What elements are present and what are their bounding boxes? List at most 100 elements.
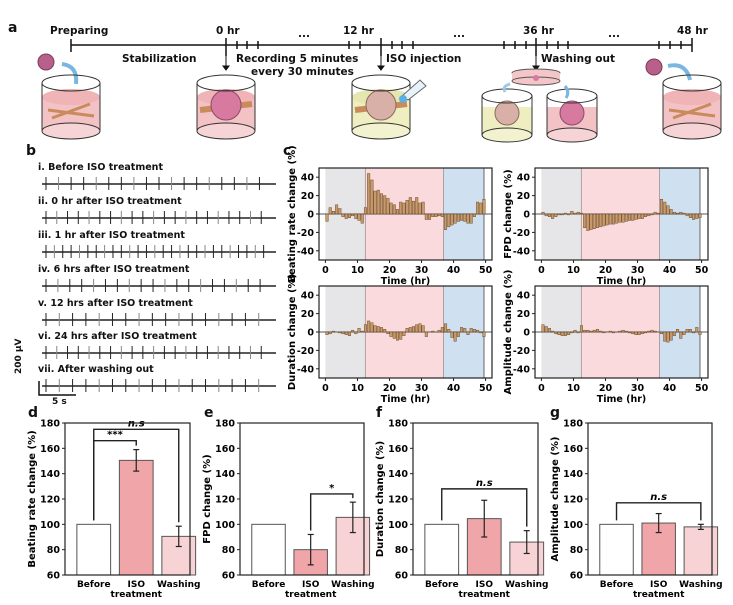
y-tick-label: 100 xyxy=(563,520,583,531)
panel-label-c: c xyxy=(283,143,292,159)
data-bar xyxy=(370,179,374,215)
timeline-marker-12hr: 12 hr xyxy=(343,25,374,37)
data-bar xyxy=(469,328,473,333)
y-tick-label: -20 xyxy=(513,346,531,357)
data-bar xyxy=(644,331,648,334)
data-bar xyxy=(354,331,358,335)
data-bar xyxy=(579,212,583,215)
data-bar xyxy=(640,213,644,219)
data-bar xyxy=(456,331,460,337)
y-tick-label: 140 xyxy=(40,469,60,480)
y-tick-label: 160 xyxy=(388,444,408,455)
data-bar xyxy=(541,324,545,333)
y-tick-label: 40 xyxy=(301,173,315,184)
data-bar xyxy=(482,331,486,337)
data-bar xyxy=(408,327,412,333)
data-bar xyxy=(338,331,342,334)
data-bar xyxy=(376,189,380,215)
significance-label: n.s xyxy=(128,418,145,429)
data-bar xyxy=(424,213,428,220)
panel-label-d: d xyxy=(28,405,39,421)
data-bar xyxy=(589,213,593,230)
y-tick-label: 0 xyxy=(307,328,314,339)
x-tick-label: 30 xyxy=(415,383,429,394)
y-tick-label: 20 xyxy=(301,309,315,320)
y-tick-label: -20 xyxy=(297,346,315,357)
data-bar xyxy=(647,330,651,333)
x-tick-label: 20 xyxy=(599,265,613,276)
data-bar xyxy=(418,323,422,333)
data-bar xyxy=(437,329,441,333)
data-bar xyxy=(605,213,609,226)
x-category-label: treatment xyxy=(459,590,511,600)
data-bar xyxy=(444,213,448,230)
data-bar xyxy=(650,213,654,216)
significance-label: n.s xyxy=(476,478,493,489)
x-tick-label: 40 xyxy=(447,383,461,394)
x-axis-label: Time (hr) xyxy=(381,394,431,405)
y-tick-label: -20 xyxy=(297,228,315,239)
data-bar xyxy=(557,331,561,335)
data-bar xyxy=(557,213,561,216)
timeline-washing-out-label: Washing out xyxy=(541,53,615,65)
data-bar xyxy=(586,329,590,333)
culture-well-0hr-icon xyxy=(196,74,256,140)
x-tick-label: 10 xyxy=(567,383,581,394)
summary-bar xyxy=(118,459,154,576)
timeline-diagram xyxy=(37,38,722,143)
data-bar xyxy=(676,212,680,215)
data-bar xyxy=(373,190,377,215)
data-bar xyxy=(479,202,483,215)
y-tick-label: 40 xyxy=(517,173,531,184)
culture-well-iso-icon xyxy=(351,74,411,140)
x-tick-label: 20 xyxy=(383,383,397,394)
data-bar xyxy=(392,204,396,215)
data-bar xyxy=(351,329,355,333)
y-tick-label: -40 xyxy=(297,364,315,375)
data-bar xyxy=(418,202,422,215)
data-bar xyxy=(669,331,673,341)
y-tick-label: 80 xyxy=(47,545,61,556)
data-bar xyxy=(379,193,383,215)
data-bar xyxy=(325,213,329,222)
data-bar xyxy=(672,211,676,215)
x-category-label: ISO xyxy=(128,580,146,590)
data-bar xyxy=(685,329,689,333)
data-bar xyxy=(450,331,454,338)
data-bar xyxy=(396,331,399,341)
data-bar xyxy=(370,322,374,333)
culture-well-preparing-icon xyxy=(37,53,101,140)
x-tick-label: 40 xyxy=(663,383,677,394)
x-category-label: ISO xyxy=(302,580,320,590)
y-tick-label: 60 xyxy=(570,571,584,582)
data-bar xyxy=(560,213,564,216)
data-bar xyxy=(424,331,428,337)
data-bar xyxy=(602,213,606,227)
data-bar xyxy=(672,331,676,336)
y-tick-label: 140 xyxy=(388,469,408,480)
data-bar xyxy=(599,213,603,228)
culture-well-washing-yellow-icon xyxy=(481,82,533,143)
data-bar xyxy=(551,330,555,333)
x-tick-label: 30 xyxy=(631,265,645,276)
data-bar xyxy=(653,211,657,215)
significance-bracket xyxy=(309,493,354,531)
data-bar xyxy=(653,330,657,333)
x-tick-label: 50 xyxy=(695,265,709,276)
y-tick-label: 60 xyxy=(395,571,409,582)
x-tick-label: 0 xyxy=(322,265,329,276)
arrow-0hr-icon xyxy=(222,56,230,71)
data-bar xyxy=(399,331,403,340)
scale-bar-time-label: 5 s xyxy=(52,397,67,407)
data-bar xyxy=(685,213,689,217)
data-bar xyxy=(592,213,596,229)
y-axis-label: Beating rate change (%) xyxy=(27,430,38,567)
y-tick-label: 0 xyxy=(307,210,314,221)
data-bar xyxy=(386,331,390,335)
data-bar xyxy=(434,213,438,217)
data-bar xyxy=(547,328,551,333)
data-bar xyxy=(363,324,367,333)
data-bar xyxy=(341,213,345,217)
y-tick-label: 100 xyxy=(388,520,408,531)
data-bar xyxy=(335,204,339,215)
